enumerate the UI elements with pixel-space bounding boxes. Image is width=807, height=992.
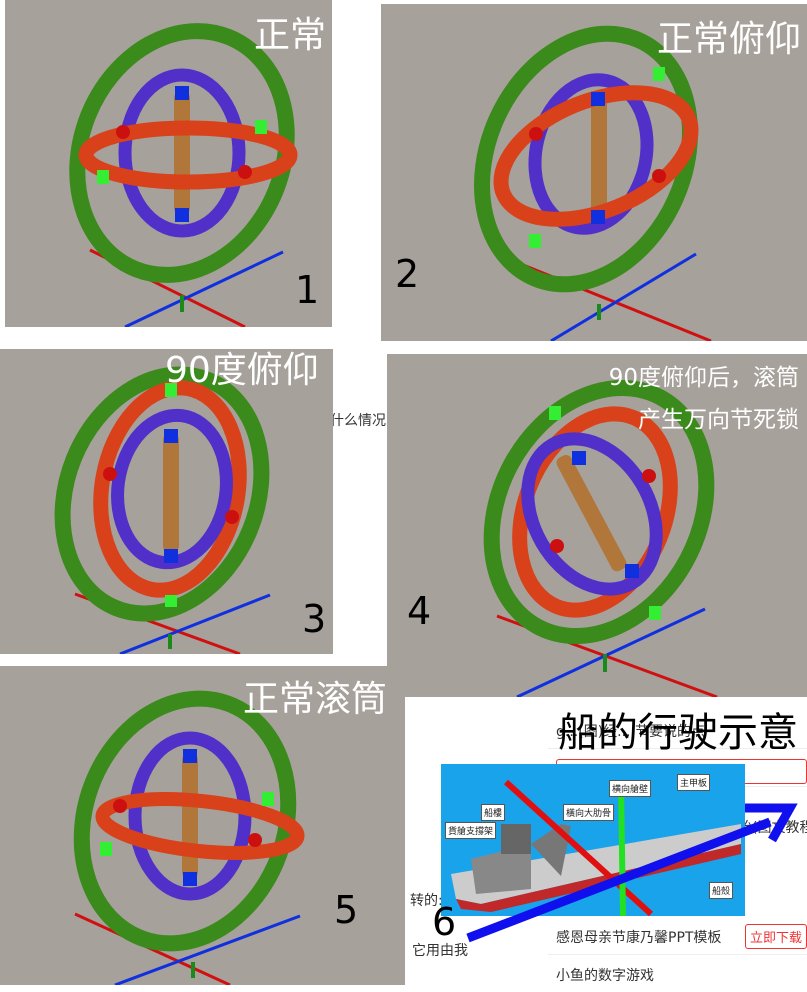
download-button[interactable]: 立即下载 xyxy=(744,924,807,949)
gimbal-illustration xyxy=(54,366,271,654)
ship-label: 橫向大肋骨 xyxy=(563,804,615,821)
list-item[interactable]: 小鱼的数字游戏 xyxy=(548,956,807,992)
ship-label: 船殼 xyxy=(709,882,734,899)
bg-fragment: 什么情况 xyxy=(330,413,386,429)
gimbal-panel-4: 90度俯仰后，滚筒 产生万向节死锁 4 xyxy=(387,354,807,697)
gimbal-panel-5: 正常滚筒 5 xyxy=(0,666,405,985)
ship-label: 主甲板 xyxy=(677,774,711,791)
bg-fragment: 始(图文教程 xyxy=(738,820,807,836)
panel-number: 1 xyxy=(295,268,320,312)
bg-fragment: 转的: xyxy=(410,893,443,909)
panel-number: 5 xyxy=(334,888,359,932)
ship-label: 貨艙支撐架 xyxy=(445,822,497,839)
panel-number: 6 xyxy=(432,900,457,944)
list-item-label: 小鱼的数字游戏 xyxy=(556,968,654,984)
panel-title: 正常滚筒 xyxy=(242,679,387,720)
panel-title: 正常俯仰 xyxy=(656,19,801,60)
bg-fragment: 它用由我 xyxy=(412,943,468,959)
list-item[interactable]: g...(图)经... 节要说的点 xyxy=(548,712,807,749)
panel-number: 2 xyxy=(395,252,420,296)
gimbal-illustration xyxy=(69,23,298,327)
gimbal-illustration xyxy=(73,690,305,985)
gimbal-illustration xyxy=(474,25,712,341)
gimbal-illustration xyxy=(483,379,718,697)
gimbal-panel-2: 正常俯仰 2 xyxy=(381,4,807,341)
panel-title: 90度俯仰后，滚筒 xyxy=(608,365,799,391)
list-item[interactable]: 感恩母亲节康乃馨PPT模板 立即下载 xyxy=(548,918,807,955)
ship-title: 船的行驶示意 xyxy=(558,710,798,756)
ship-label: 横向艙壁 xyxy=(609,780,652,797)
gimbal-panel-1: 正常 1 xyxy=(5,0,332,327)
panel-title: 正常 xyxy=(253,15,326,56)
list-item-label: g...(图)经... 节要说的点 xyxy=(556,724,705,740)
ship-diagram: 横向艙壁 主甲板 船樓 橫向大肋骨 貨艙支撐架 船殼 xyxy=(441,764,745,916)
panel-number: 3 xyxy=(302,597,327,641)
gimbal-panel-3: 90度俯仰 3 xyxy=(0,349,333,654)
list-item-label: 感恩母亲节康乃馨PPT模板 xyxy=(556,930,722,946)
panel-title: 90度俯仰 xyxy=(165,350,319,391)
ship-label: 船樓 xyxy=(481,804,506,821)
panel-number: 4 xyxy=(407,589,432,633)
panel-subtitle: 产生万向节死锁 xyxy=(638,407,799,433)
